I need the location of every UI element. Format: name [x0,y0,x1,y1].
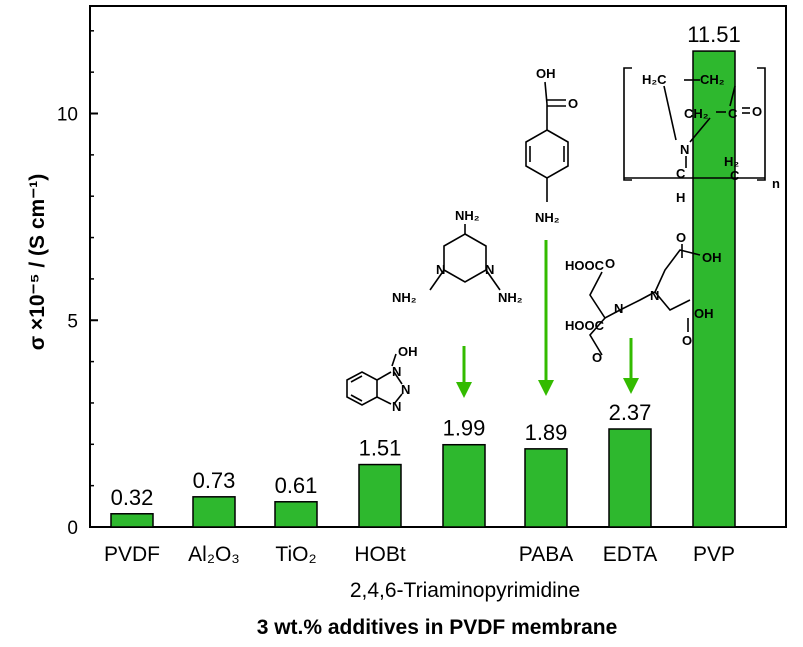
bar-value-label: 0.73 [193,468,236,493]
x-tick-label: PVP [693,543,735,566]
x-tick-label: PVDF [104,543,160,566]
svg-text:N: N [401,382,410,397]
bar-value-label: 11.51 [687,22,740,47]
paba-structure: OH O NH₂ [525,66,578,225]
plot-frame [89,5,787,528]
svg-text:C: C [728,106,738,121]
svg-text:CH₂: CH₂ [700,72,725,87]
svg-text:O: O [568,96,578,111]
svg-text:C: C [730,168,740,183]
y-tick-label: 10 [57,105,78,126]
svg-text:H: H [676,190,685,205]
bar-value-label: 0.61 [275,473,318,498]
bar [192,496,236,528]
bar [692,50,736,528]
bar [442,443,486,528]
x-tick-label: HOBt [354,543,406,566]
svg-text:OH: OH [398,344,418,359]
svg-text:OH: OH [536,66,556,81]
y-tick-label: 5 [67,311,78,332]
bars: 0.32 0.73 0.61 1.51 1.99 1.89 2.37 11.51 [110,22,741,528]
svg-text:HOOC: HOOC [565,318,605,333]
svg-text:C: C [676,166,686,181]
svg-text:H₂C: H₂C [642,72,667,87]
svg-text:HOOC: HOOC [565,258,605,273]
x-tick-label: Al₂O₃ [188,543,240,566]
svg-text:NH₂: NH₂ [392,290,417,305]
svg-text:OH: OH [694,306,714,321]
svg-text:O: O [592,350,602,365]
arrowhead-edta [623,378,639,394]
svg-text:O: O [605,256,615,271]
x-axis-title: 3 wt.% additives in PVDF membrane [257,616,618,639]
svg-text:O: O [752,104,762,119]
bar [524,448,568,528]
bar [110,513,154,528]
y-tick-label: 0 [67,518,78,539]
x-tick-label: TiO₂ [275,543,316,566]
svg-text:H₂: H₂ [724,154,739,169]
bar [358,463,402,528]
x-tick-label: PABA [519,543,573,566]
svg-text:N: N [392,364,401,379]
bar-value-label: 1.51 [359,436,402,461]
arrowhead-triaminopyrimidine [456,382,472,398]
bar [608,428,652,528]
svg-text:O: O [676,230,686,245]
svg-text:N: N [650,288,659,303]
svg-text:N: N [680,142,689,157]
svg-text:NH₂: NH₂ [535,210,560,225]
svg-text:NH₂: NH₂ [498,290,523,305]
triaminopyrimidine-structure: NH₂ NH₂ NH₂ N N [392,208,523,305]
y-axis-title: σ ×10⁻⁵ / (S cm⁻¹) [26,174,49,351]
x-tick-label: 2,4,6-Triaminopyrimidine [350,579,580,602]
svg-text:N: N [392,399,401,414]
svg-text:N: N [436,262,445,277]
svg-text:CH₂: CH₂ [684,106,709,121]
bar-value-label: 1.99 [443,416,486,441]
bar-value-label: 0.32 [111,485,154,510]
annotation-arrows [456,240,639,398]
svg-text:OH: OH [702,250,722,265]
svg-text:N: N [485,262,494,277]
x-tick-label: EDTA [603,543,657,566]
svg-text:O: O [682,333,692,348]
y-axis-ticks: 0 5 10 [57,30,98,539]
svg-text:n: n [772,176,780,191]
hobt-structure: N N N OH [346,344,418,414]
x-axis-labels: PVDF Al₂O₃ TiO₂ HOBt 2,4,6-Triaminopyrimidin… [104,543,735,602]
bar-value-label: 2.37 [609,400,652,425]
bar-value-label: 1.89 [525,420,568,445]
edta-structure: HOOC O HOOC O N N O OH O OH [565,230,722,365]
arrowhead-paba [538,380,554,396]
pvp-structure: H₂C CH₂ CH₂ C O N C H H₂ C n [623,67,780,205]
svg-text:NH₂: NH₂ [455,208,480,223]
bar [274,501,318,528]
svg-text:N: N [614,301,623,316]
